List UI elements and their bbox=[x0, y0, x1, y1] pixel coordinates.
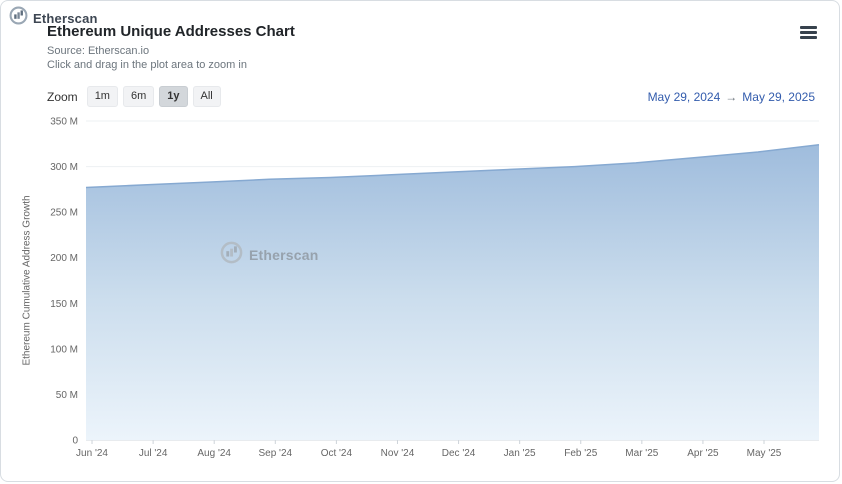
y-axis-tick-label: 250 M bbox=[50, 208, 78, 219]
range-arrow-icon: → bbox=[725, 90, 738, 104]
x-axis-tick-label: Jun '24 bbox=[76, 448, 108, 459]
hamburger-bar bbox=[800, 26, 817, 29]
x-axis-tick-label: Aug '24 bbox=[197, 448, 231, 459]
x-axis-tick-label: Mar '25 bbox=[625, 448, 658, 459]
site-logo[interactable]: Etherscan bbox=[9, 6, 98, 30]
range-end-date[interactable]: May 29, 2025 bbox=[742, 90, 815, 104]
x-axis-tick-label: May '25 bbox=[747, 448, 782, 459]
x-axis-tick-label: Feb '25 bbox=[564, 448, 597, 459]
zoom-button-all[interactable]: All bbox=[192, 86, 221, 108]
y-axis-tick-label: 100 M bbox=[50, 344, 78, 355]
y-axis-tick-label: 150 M bbox=[50, 299, 78, 310]
y-axis-tick-label: 350 M bbox=[50, 117, 78, 128]
zoom-button-1m[interactable]: 1m bbox=[86, 86, 118, 108]
area-series-fill bbox=[86, 144, 819, 440]
etherscan-logo-icon bbox=[9, 6, 28, 30]
x-axis-tick-label: Dec '24 bbox=[442, 448, 476, 459]
date-range: May 29, 2024 → May 29, 2025 bbox=[648, 90, 815, 104]
zoom-button-6m[interactable]: 6m bbox=[122, 86, 155, 108]
area-series-line bbox=[85, 143, 820, 189]
hamburger-bar bbox=[800, 36, 817, 39]
zoom-controls: Zoom 1m 6m 1y All bbox=[47, 86, 221, 108]
zoom-label: Zoom bbox=[47, 89, 78, 104]
range-start-date[interactable]: May 29, 2024 bbox=[647, 90, 721, 104]
x-axis-tick-label: Nov '24 bbox=[381, 448, 415, 459]
y-axis-tick-label: 300 M bbox=[50, 162, 78, 173]
y-axis-tick-label: 0 bbox=[72, 436, 78, 447]
zoom-hint-label: Click and drag in the plot area to zoom … bbox=[47, 59, 247, 71]
x-axis-tick-label: Jul '24 bbox=[139, 448, 168, 459]
hamburger-bar bbox=[800, 31, 817, 34]
y-axis-tick-label: 50 M bbox=[56, 390, 78, 401]
x-axis-tick-label: Sep '24 bbox=[258, 448, 292, 459]
x-axis-tick-label: Jan '25 bbox=[504, 448, 536, 459]
plot-area[interactable]: 0 50 M 100 M 150 M 200 M 250 M 300 M 350 M Jun '… bbox=[41, 107, 831, 463]
page-title: Ethereum Unique Addresses Chart bbox=[47, 23, 295, 40]
x-axis-tick-label: Apr '25 bbox=[687, 448, 719, 459]
y-axis-tick-label: 200 M bbox=[50, 253, 78, 264]
hamburger-menu-icon[interactable] bbox=[800, 26, 817, 41]
y-axis-title: Ethereum Cumulative Address Growth bbox=[17, 121, 37, 440]
y-axis-title-text: Ethereum Cumulative Address Growth bbox=[21, 195, 33, 366]
site-logo-text: Etherscan bbox=[33, 10, 98, 26]
zoom-button-1y[interactable]: 1y bbox=[159, 86, 188, 108]
x-axis-tick-label: Oct '24 bbox=[321, 448, 353, 459]
source-label: Source: Etherscan.io bbox=[47, 45, 150, 57]
